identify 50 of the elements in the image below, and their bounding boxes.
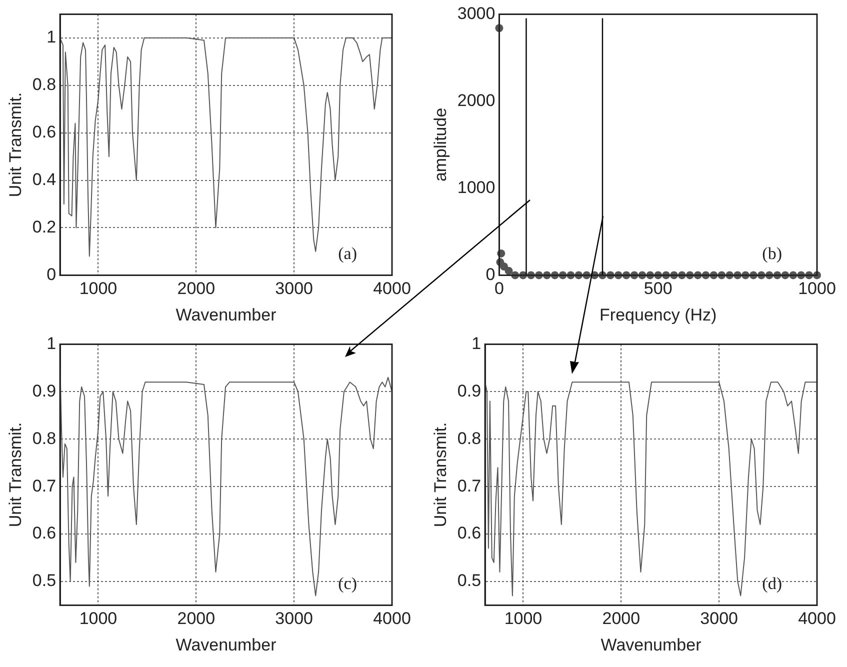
- y-tick-label: 0.6: [32, 122, 56, 142]
- x-axis-title: Wavenumber: [600, 635, 702, 654]
- y-tick-label: 0.6: [32, 524, 56, 543]
- y-tick-label: 2000: [457, 90, 496, 110]
- x-tick-label: 1000: [79, 279, 118, 298]
- x-tick-label: 4000: [373, 279, 411, 298]
- point: [504, 266, 513, 275]
- y-tick-label: 0.4: [32, 170, 56, 189]
- annotation: (b): [762, 244, 782, 264]
- y-tick-label: 0.9: [32, 381, 56, 400]
- y-tick-label: 0: [46, 264, 56, 284]
- annotation: (a): [338, 244, 357, 264]
- x-tick-label: 1000: [79, 609, 118, 628]
- y-tick-label: 0.8: [32, 428, 56, 448]
- y-tick-label: 0.9: [457, 381, 482, 400]
- y-tick-label: 0.5: [457, 571, 482, 590]
- y-tick-label: 1000: [457, 178, 496, 197]
- y-axis-title: Unit Transmit.: [430, 422, 450, 528]
- x-tick-label: 2000: [177, 279, 216, 298]
- y-tick-label: 0.7: [457, 476, 482, 496]
- annotation: (d): [762, 574, 782, 594]
- y-axis-title: amplitude: [430, 108, 450, 182]
- y-tick-label: 1: [472, 334, 482, 353]
- y-tick-label: 0.5: [32, 571, 56, 590]
- y-tick-label: 0.6: [457, 524, 482, 543]
- x-tick-label: 3000: [700, 609, 738, 628]
- y-tick-label: 0: [486, 264, 496, 284]
- x-tick-label: 500: [644, 279, 672, 298]
- y-tick-label: 0.8: [457, 428, 482, 448]
- x-tick-label: 1000: [504, 609, 542, 628]
- x-axis-title: Wavenumber: [176, 635, 277, 654]
- y-tick-label: 1: [46, 334, 56, 353]
- x-tick-label: 3000: [275, 609, 313, 628]
- x-tick-label: 4000: [373, 609, 411, 628]
- y-tick-label: 0.2: [32, 217, 56, 236]
- point: [500, 262, 508, 270]
- y-axis-title: Unit Transmit.: [6, 422, 25, 528]
- x-axis-title: Wavenumber: [176, 305, 277, 324]
- y-tick-label: 0.7: [32, 476, 56, 496]
- y-tick-label: 1: [46, 28, 56, 47]
- y-tick-label: 3000: [457, 4, 496, 23]
- x-tick-label: 4000: [798, 609, 836, 628]
- x-tick-label: 3000: [275, 279, 313, 298]
- y-tick-label: 0.8: [32, 75, 56, 94]
- x-tick-label: 2000: [177, 609, 216, 628]
- x-tick-label: 2000: [602, 609, 640, 628]
- x-axis-title: Frequency (Hz): [600, 305, 717, 324]
- x-tick-label: 1000: [798, 279, 836, 298]
- annotation: (c): [338, 574, 357, 594]
- y-axis-title: Unit Transmit.: [6, 92, 25, 198]
